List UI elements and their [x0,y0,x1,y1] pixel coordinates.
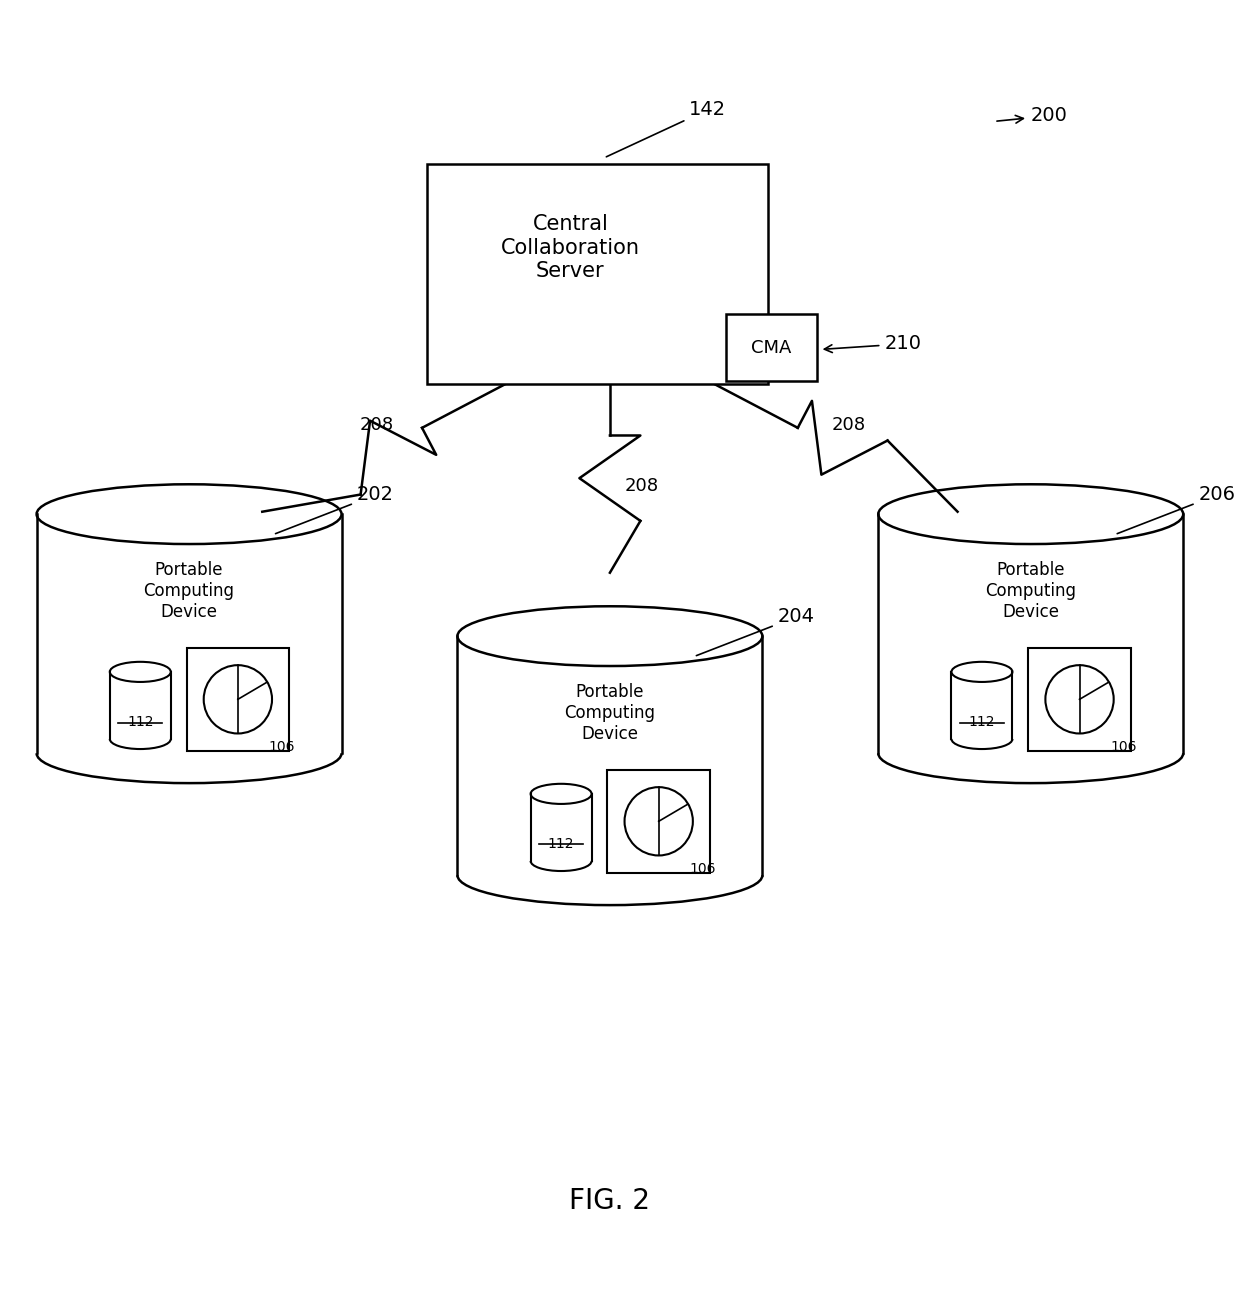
Text: 112: 112 [968,715,996,729]
Text: 208: 208 [832,416,866,434]
Text: CMA: CMA [751,339,791,357]
Text: Portable
Computing
Device: Portable Computing Device [144,561,234,621]
FancyBboxPatch shape [725,314,817,381]
Text: FIG. 2: FIG. 2 [569,1187,651,1215]
Text: 200: 200 [997,107,1068,125]
FancyBboxPatch shape [427,164,769,383]
Text: 202: 202 [275,485,394,533]
Text: 112: 112 [126,715,154,729]
Text: 112: 112 [548,837,574,852]
Text: Portable
Computing
Device: Portable Computing Device [564,683,656,743]
Text: Central
Collaboration
Server: Central Collaboration Server [501,214,640,280]
Text: 106: 106 [1110,739,1137,754]
Text: 206: 206 [1117,485,1235,533]
Text: 208: 208 [625,477,658,496]
Text: 142: 142 [606,100,727,156]
Text: 106: 106 [689,862,715,875]
Text: Portable
Computing
Device: Portable Computing Device [986,561,1076,621]
Text: 208: 208 [360,416,394,434]
Text: 106: 106 [268,739,295,754]
Text: 204: 204 [697,608,815,656]
Text: 210: 210 [825,335,921,353]
